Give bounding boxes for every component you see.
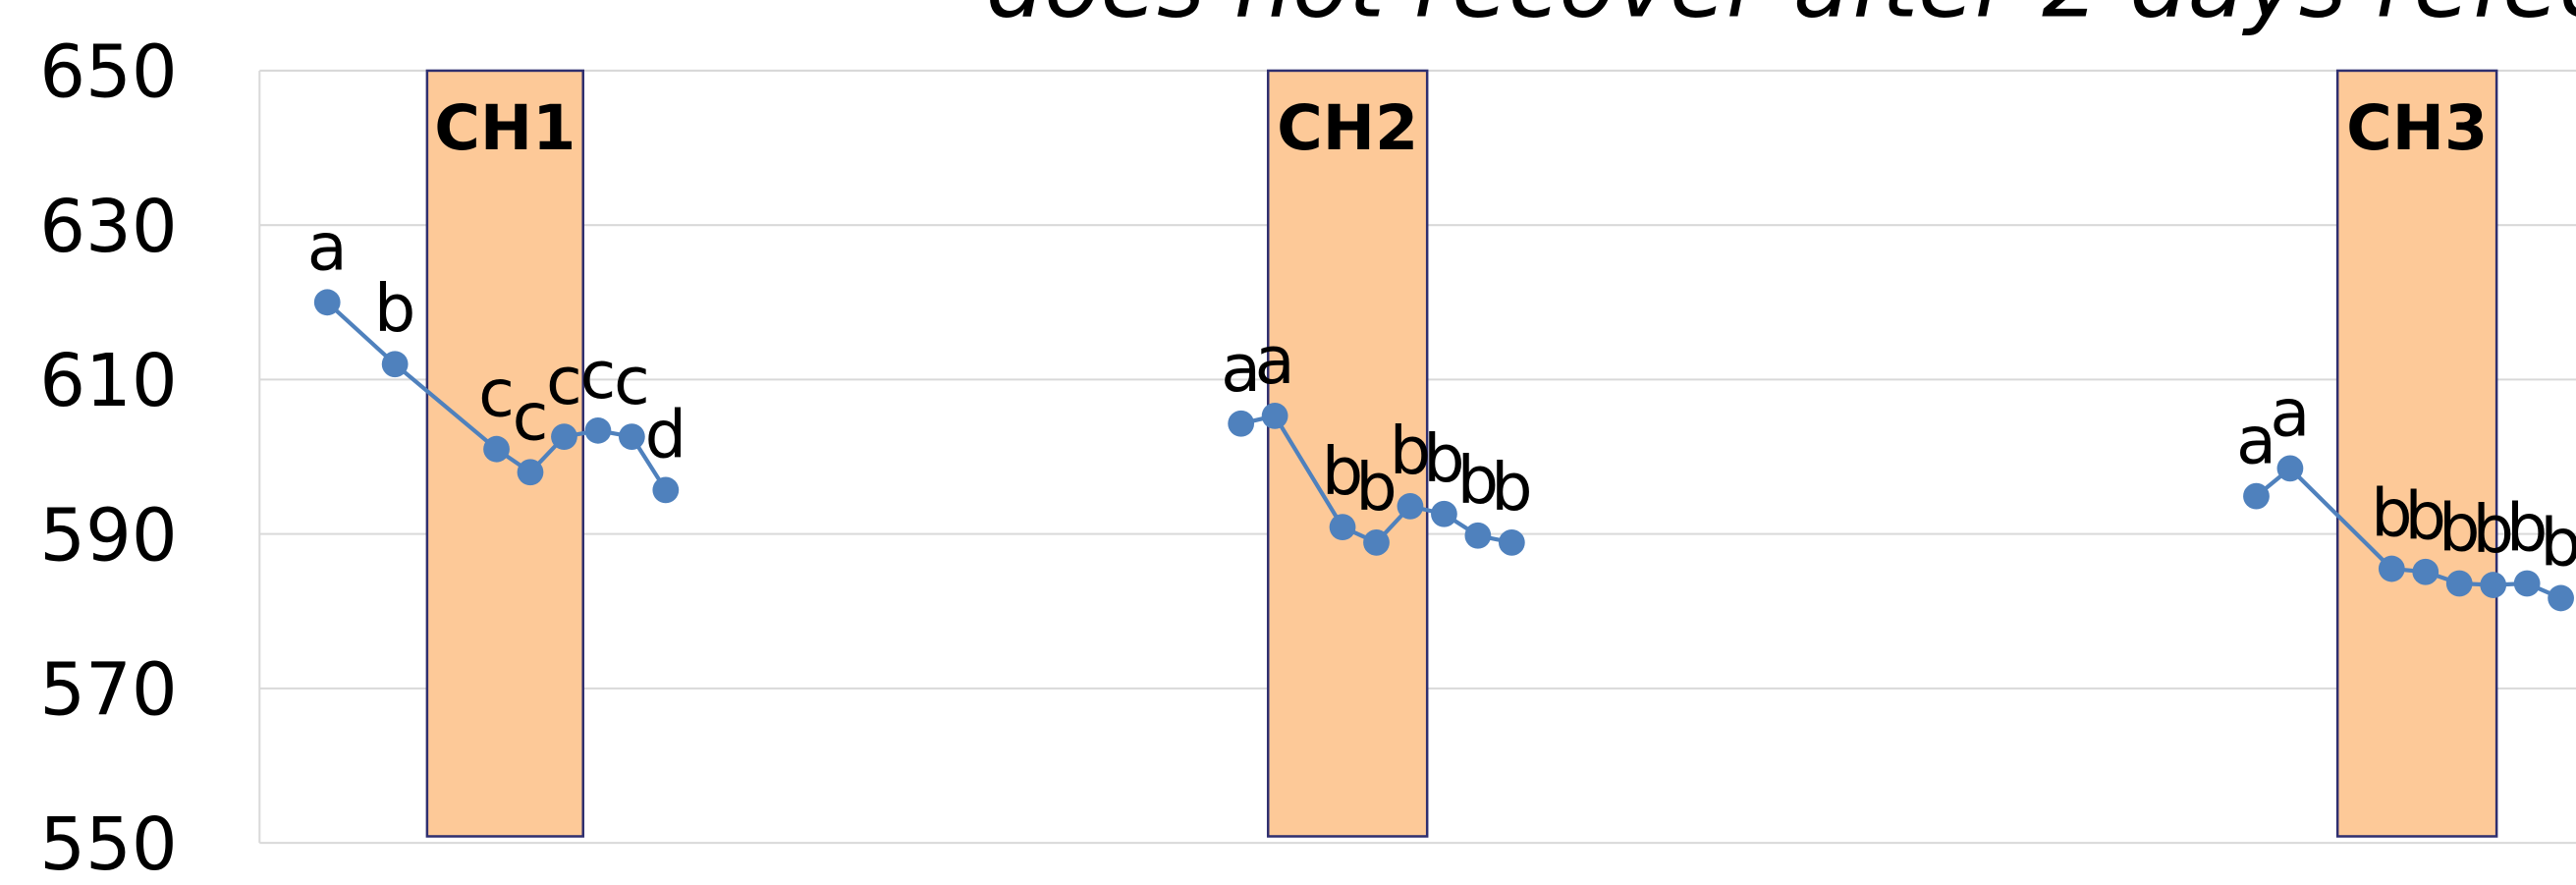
point-label: b <box>1491 449 1532 525</box>
point-label: a <box>307 208 348 285</box>
data-point <box>618 423 645 450</box>
data-point <box>483 435 510 463</box>
point-label: a <box>1221 330 1261 407</box>
point-label: c <box>614 343 650 419</box>
data-point <box>2513 570 2541 597</box>
point-label: b <box>1322 433 1363 510</box>
data-point <box>2276 455 2304 482</box>
point-label: b <box>1390 413 1431 489</box>
data-point <box>2412 558 2439 585</box>
point-label: b <box>1423 420 1464 497</box>
data-point <box>652 476 680 504</box>
y-tick-label: 550 <box>39 803 177 885</box>
y-tick-label: 570 <box>39 649 177 733</box>
data-point <box>2480 572 2507 598</box>
data-point <box>381 351 409 378</box>
chart-title: does not recover after 2 days refeed <box>986 0 2576 39</box>
y-tick-label: 650 <box>39 31 177 115</box>
data-point <box>2243 482 2270 510</box>
data-point <box>313 289 341 316</box>
point-label: b <box>2506 490 2548 567</box>
band-label: CH2 <box>1277 91 1418 164</box>
point-label: c <box>580 337 617 414</box>
data-point <box>2378 555 2405 582</box>
data-point <box>2445 570 2473 597</box>
point-label: b <box>2371 475 2412 552</box>
point-label: c <box>513 378 549 455</box>
point-label: c <box>478 356 515 432</box>
point-label: b <box>2439 490 2480 567</box>
y-tick-label: 590 <box>39 494 177 578</box>
point-label: b <box>2472 491 2513 568</box>
data-point <box>1498 528 1525 556</box>
band-label: CH3 <box>2346 91 2488 164</box>
y-tick-label: 630 <box>39 186 177 269</box>
point-label: b <box>2540 504 2576 581</box>
band-label: CH1 <box>434 91 575 164</box>
band <box>1266 69 1429 838</box>
point-label: a <box>1255 322 1295 399</box>
y-tick-label: 610 <box>39 340 177 423</box>
data-point <box>584 416 612 444</box>
data-point <box>1228 410 1255 437</box>
data-point <box>1397 492 1424 520</box>
point-label: b <box>374 270 415 347</box>
point-label: c <box>546 343 582 419</box>
point-label: b <box>1457 442 1499 519</box>
data-point <box>1261 403 1288 429</box>
point-label: d <box>645 396 686 472</box>
band <box>2335 69 2498 838</box>
point-label: a <box>2270 374 2310 451</box>
data-point <box>1329 514 1356 540</box>
point-label: b <box>2405 478 2446 555</box>
data-point <box>2548 584 2574 612</box>
point-label: b <box>1355 449 1397 525</box>
data-point <box>551 423 577 450</box>
data-point <box>1431 500 1457 527</box>
data-point <box>517 459 544 486</box>
point-label: a <box>2236 403 2276 479</box>
data-point <box>1464 522 1492 549</box>
data-point <box>1363 528 1390 556</box>
